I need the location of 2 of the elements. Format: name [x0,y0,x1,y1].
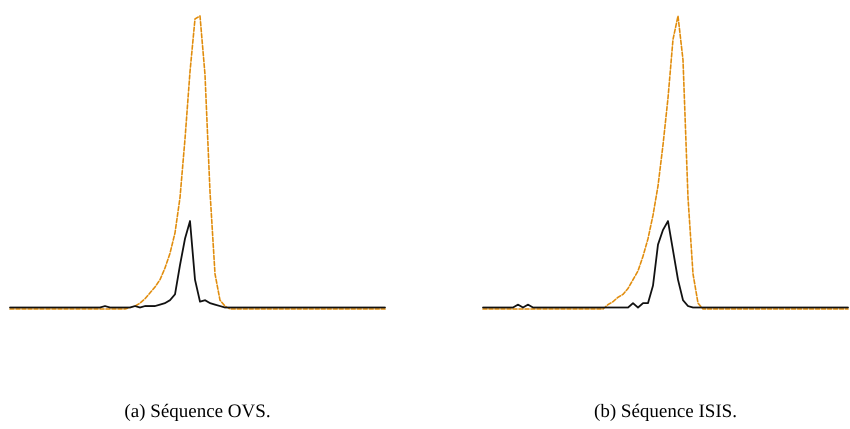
text: (a) Séquence OVS. [124,401,271,422]
text: (b) Séquence ISIS. [594,401,737,422]
